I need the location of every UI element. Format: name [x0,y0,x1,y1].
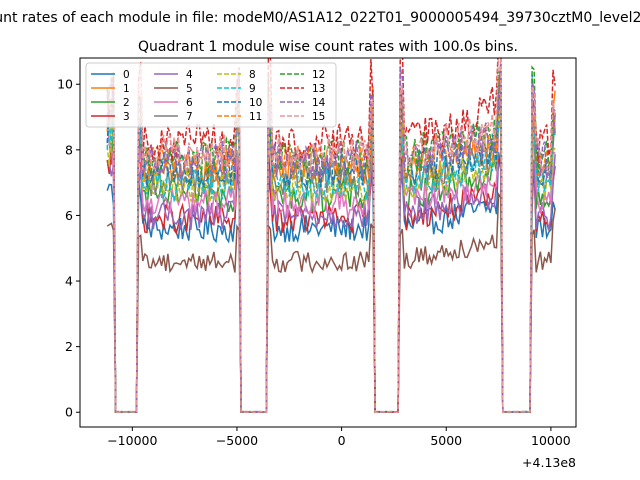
legend-label-10: 10 [249,97,262,109]
x-tick-label: −5000 [216,433,258,448]
series-line-13 [106,58,556,413]
legend-label-3: 3 [123,111,130,123]
chart-title: Quadrant 1 module wise count rates with … [138,39,518,55]
legend-label-14: 14 [312,97,326,109]
y-tick-label: 6 [65,208,73,223]
y-tick-label: 10 [57,77,73,92]
series-layer [106,58,556,414]
x-tick-label: 0 [338,433,346,448]
series-line-6 [106,118,556,413]
legend-label-7: 7 [186,111,193,123]
x-tick-label: 10000 [531,433,571,448]
legend-label-0: 0 [123,69,130,81]
series-line-15 [106,58,556,414]
legend-label-6: 6 [186,97,193,109]
series-line-5 [106,192,556,414]
x-offset-label: +4.13e8 [522,455,576,470]
x-tick-label: −10000 [107,433,157,448]
legend-label-12: 12 [312,69,325,81]
legend-box [85,62,337,128]
y-tick-label: 2 [65,339,73,354]
plot-frame [79,57,577,428]
y-axis: 0 2 4 6 8 10 [57,77,80,420]
series-line-9 [106,105,556,414]
legend-label-11: 11 [249,111,262,123]
legend-label-8: 8 [249,69,256,81]
legend-label-9: 9 [249,83,256,95]
series-line-0 [106,151,556,414]
legend-label-1: 1 [123,83,130,95]
legend-label-5: 5 [186,83,193,95]
series-line-4 [106,154,556,414]
x-tick-label: 5000 [430,433,462,448]
legend-label-4: 4 [186,69,193,81]
legend-label-2: 2 [123,97,130,109]
y-tick-label: 8 [65,142,73,157]
y-tick-label: 4 [65,274,73,289]
y-tick-label: 0 [65,405,73,420]
x-axis: −10000 −5000 0 5000 10000 [107,427,571,448]
legend-label-13: 13 [312,83,325,95]
series-line-8 [106,105,556,413]
legend-label-15: 15 [312,111,325,123]
chart-suptitle: Plot showing count rates of each module … [0,10,640,26]
